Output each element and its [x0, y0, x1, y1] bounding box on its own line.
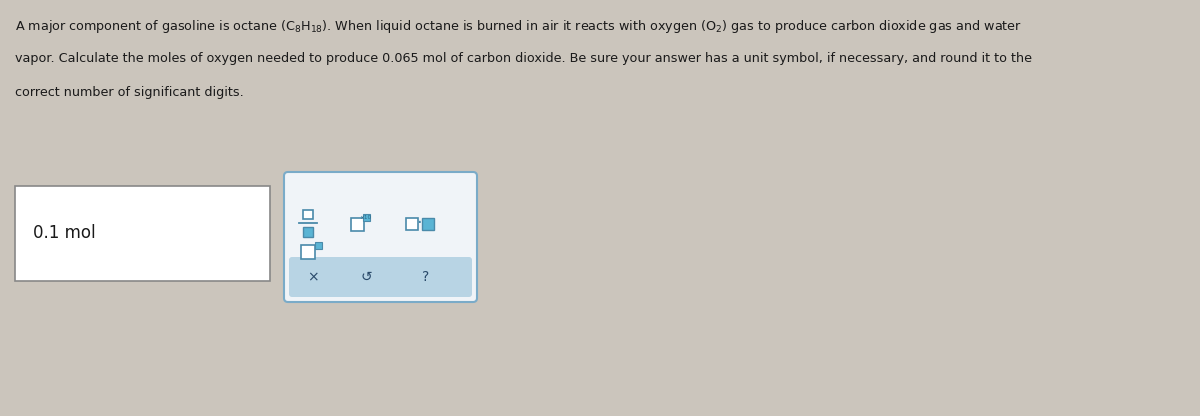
Bar — [304, 227, 313, 237]
Text: 0.1 mol: 0.1 mol — [32, 225, 96, 243]
Bar — [14, 186, 270, 281]
Bar — [301, 245, 314, 258]
Bar — [350, 218, 364, 230]
FancyBboxPatch shape — [284, 172, 476, 302]
Text: correct number of significant digits.: correct number of significant digits. — [14, 86, 244, 99]
Bar — [406, 218, 418, 230]
Text: vapor. Calculate the moles of oxygen needed to produce 0.065 mol of carbon dioxi: vapor. Calculate the moles of oxygen nee… — [14, 52, 1032, 65]
Bar — [314, 242, 322, 249]
Bar — [304, 210, 313, 219]
Bar — [362, 214, 370, 221]
Text: ·: · — [416, 214, 422, 232]
FancyBboxPatch shape — [289, 257, 472, 297]
Text: ↺: ↺ — [360, 270, 372, 284]
Bar — [422, 218, 433, 230]
Text: ?: ? — [422, 270, 430, 284]
Text: A major component of gasoline is octane $\mathregular{(C_8H_{18})}$. When liquid: A major component of gasoline is octane … — [14, 18, 1022, 35]
Text: ×: × — [307, 270, 319, 284]
Text: ×10: ×10 — [359, 215, 371, 220]
